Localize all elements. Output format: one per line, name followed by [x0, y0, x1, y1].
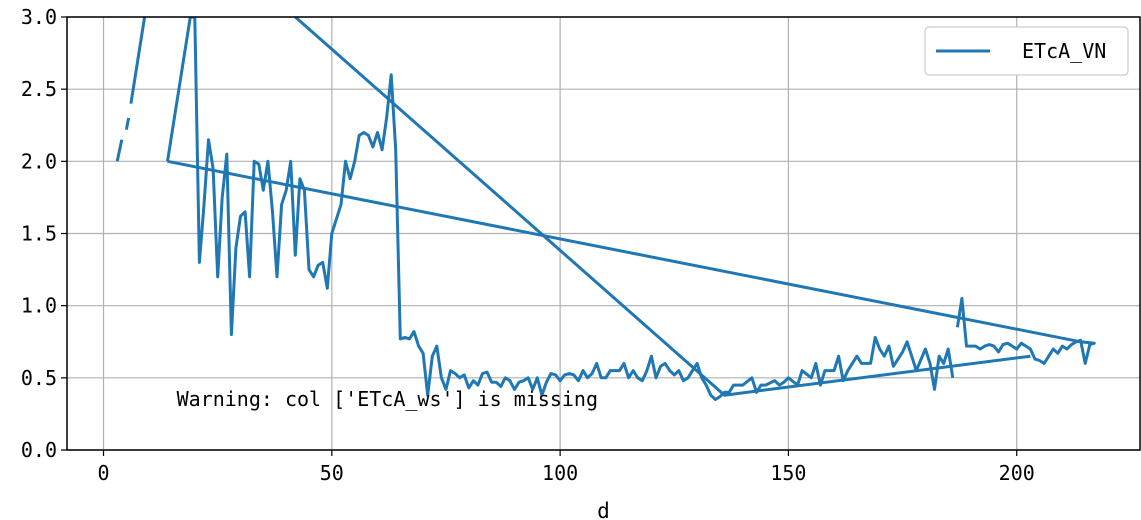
series-line-segment	[124, 117, 131, 130]
x-tick-label: 100	[542, 461, 578, 485]
series-layer	[115, 17, 1096, 401]
series-line-segment	[115, 139, 124, 162]
x-tick-label: 0	[98, 461, 110, 485]
x-tick-label: 200	[999, 461, 1035, 485]
x-tick-label: 150	[770, 461, 806, 485]
series-line-segment	[129, 17, 147, 104]
series-line-segment	[294, 17, 1031, 397]
y-tick-label: 3.0	[21, 5, 57, 29]
y-tick-label: 0.0	[21, 438, 57, 462]
legend-label: ETcA_VN	[1022, 39, 1106, 63]
y-tick-label: 1.0	[21, 294, 57, 318]
series-line-segment	[167, 159, 1096, 365]
series-line-segment	[166, 17, 955, 401]
y-tick-label: 1.5	[21, 222, 57, 246]
x-tick-label: 50	[320, 461, 344, 485]
y-tick-label: 2.0	[21, 149, 57, 173]
ticks-layer: 0 50 100 150 200 0.0 0.5 1.0 1.5 2.0 2.5 3.0	[21, 5, 1035, 485]
y-tick-label: 0.5	[21, 366, 57, 390]
y-tick-label: 2.5	[21, 77, 57, 101]
legend: ETcA_VN	[924, 26, 1129, 76]
x-axis-label: d	[597, 499, 610, 520]
missing-column-warning: Warning: col ['ETcA_ws'] is missing	[177, 387, 598, 411]
legend-box	[924, 26, 1129, 76]
